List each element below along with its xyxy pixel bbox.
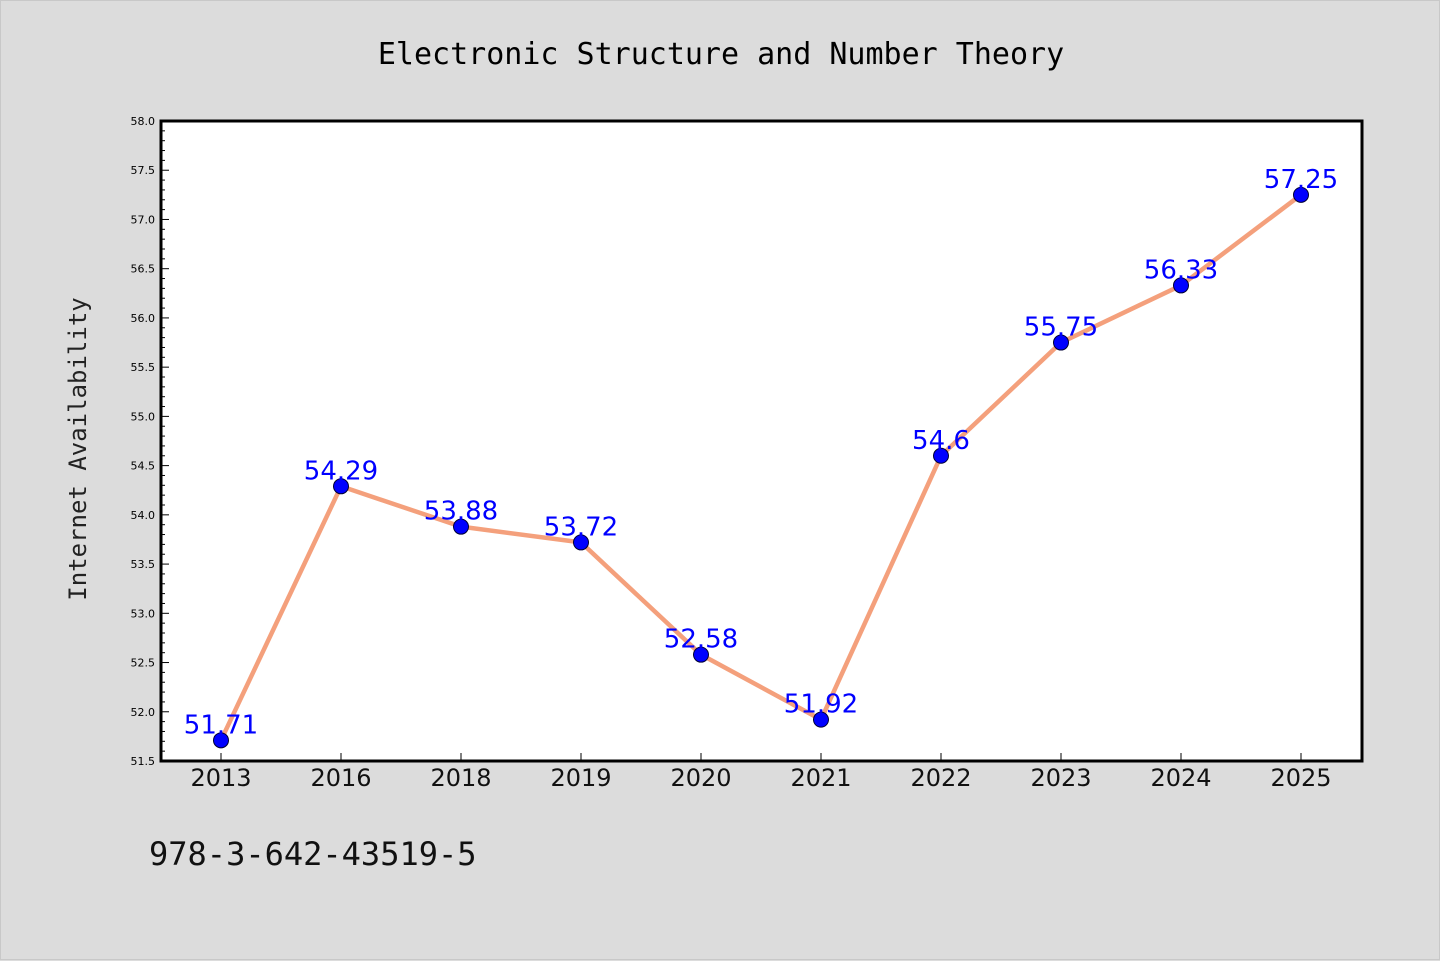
isbn-footnote: 978-3-642-43519-5 <box>149 835 477 873</box>
data-value-label: 57.25 <box>1264 165 1338 195</box>
data-point <box>813 711 829 728</box>
data-value-label: 56.33 <box>1144 255 1218 285</box>
data-value-label: 54.6 <box>912 426 970 456</box>
plot-frame <box>159 119 1364 763</box>
data-point <box>1053 334 1069 351</box>
data-point <box>213 732 229 749</box>
y-tick-label: 56.0 <box>131 312 156 325</box>
data-labels: 51.71 54.29 53.88 53.72 52.58 51.92 54.6 55.75 5… <box>184 165 1338 740</box>
data-value-label: 53.72 <box>544 512 618 542</box>
y-tick-label: 55.5 <box>131 361 156 374</box>
y-tick-label: 57.0 <box>131 213 156 226</box>
y-tick-label: 55.0 <box>131 410 156 423</box>
y-tick-label: 54.0 <box>131 509 156 522</box>
y-tick-label: 53.0 <box>131 607 156 620</box>
x-tick-label: 2021 <box>790 764 851 792</box>
series-line-layer <box>218 192 1304 743</box>
data-point <box>693 646 709 663</box>
x-tick-label: 2022 <box>910 764 971 792</box>
data-point <box>1293 186 1309 203</box>
y-tick-label: 56.5 <box>131 263 156 276</box>
data-value-label: 54.29 <box>304 456 378 486</box>
y-tick-label: 52.0 <box>131 706 156 719</box>
data-value-label: 53.88 <box>424 497 498 527</box>
y-tick-label: 58.0 <box>131 115 156 128</box>
x-tick-label: 2018 <box>430 764 491 792</box>
chart-title: Electronic Structure and Number Theory <box>378 37 1064 72</box>
axis-ticks: 51.5 52.0 52.5 53.0 53.5 54.0 54.5 55.0 55.5 56.0… <box>131 115 1332 792</box>
data-point <box>573 534 589 551</box>
data-point <box>453 518 469 535</box>
y-tick-label: 52.5 <box>131 657 156 670</box>
y-axis-label: Internet Availability <box>64 297 92 600</box>
x-tick-label: 2013 <box>190 764 251 792</box>
data-value-label: 51.71 <box>184 710 258 740</box>
data-value-label: 55.75 <box>1024 313 1098 343</box>
data-value-label: 51.92 <box>784 690 858 720</box>
y-tick-label: 54.5 <box>131 460 156 473</box>
x-tick-label: 2023 <box>1030 764 1091 792</box>
data-markers <box>213 186 1309 749</box>
x-tick-label: 2024 <box>1150 764 1211 792</box>
y-tick-label: 53.5 <box>131 558 156 571</box>
data-point <box>333 478 349 495</box>
plot-area <box>161 121 1362 761</box>
x-tick-label: 2019 <box>550 764 611 792</box>
y-tick-label: 51.5 <box>131 755 156 768</box>
x-tick-label: 2016 <box>310 764 371 792</box>
series-line <box>218 192 1304 743</box>
data-point <box>933 447 949 464</box>
x-tick-label: 2025 <box>1270 764 1331 792</box>
data-point <box>1173 277 1189 294</box>
y-tick-label: 57.5 <box>131 164 156 177</box>
x-tick-label: 2020 <box>670 764 731 792</box>
data-value-label: 52.58 <box>664 625 738 655</box>
